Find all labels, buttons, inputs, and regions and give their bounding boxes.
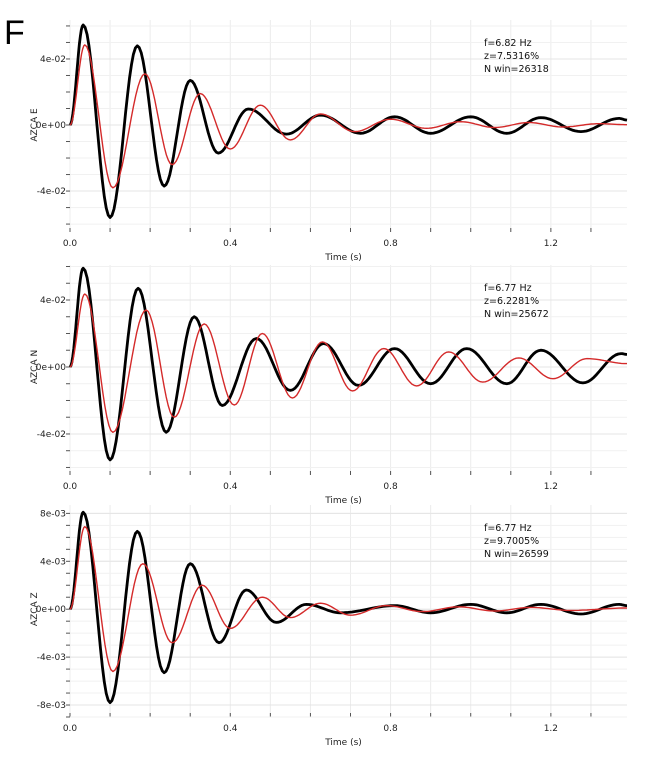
x-tick-label: 1.2 — [544, 239, 558, 249]
y-tick-label: 4e-03 — [40, 557, 66, 567]
series-line-observed — [68, 23, 628, 219]
chart-panels: 4e-02 0e+00 -4e-02 0.0 0.4 0.8 1.2 Time (s) AZCA… — [30, 20, 628, 748]
x-tick-label: 0.0 — [63, 239, 78, 249]
y-tick-label: 0e+00 — [36, 605, 67, 615]
x-tick-label: 0.4 — [223, 724, 238, 734]
y-tick-label: -4e-03 — [37, 653, 66, 663]
y-tick-label: -4e-02 — [37, 430, 66, 440]
series-line-observed — [68, 510, 628, 704]
series-line-model — [69, 525, 627, 673]
x-tick-label: 0.4 — [223, 239, 238, 249]
x-axis-label: Time (s) — [324, 253, 362, 263]
x-tick-label: 0.8 — [383, 482, 398, 492]
y-axis-label: AZCA E — [30, 108, 40, 142]
x-axis-label: Time (s) — [324, 496, 362, 506]
chart-panel-2: 4e-02 0e+00 -4e-02 0.0 0.4 0.8 1.2 Time (s) AZCA… — [30, 265, 628, 506]
fit-annotation-line: z=6.2281% — [484, 296, 539, 307]
y-tick-label: 8e-03 — [40, 509, 66, 519]
fit-annotation-line: N win=25672 — [484, 309, 549, 320]
chart-panel-1: 4e-02 0e+00 -4e-02 0.0 0.4 0.8 1.2 Time (s) AZCA… — [30, 20, 628, 263]
x-tick-label: 0.0 — [63, 724, 78, 734]
y-tick-label: 0e+00 — [36, 121, 67, 131]
x-tick-label: 0.8 — [383, 239, 398, 249]
fit-annotation-line: z=7.5316% — [484, 51, 539, 62]
y-axis-label: AZCA Z — [30, 592, 40, 626]
series-line-model — [69, 44, 627, 189]
fit-annotation-line: N win=26599 — [484, 549, 549, 560]
y-axis-label: AZCA N — [30, 350, 40, 384]
x-tick-label: 0.0 — [63, 482, 78, 492]
y-tick-label: -4e-02 — [37, 187, 66, 197]
x-axis-label: Time (s) — [324, 738, 362, 748]
figure-panel-label: F — [4, 14, 25, 52]
series-line-observed — [68, 266, 628, 462]
fit-annotation-line: z=9.7005% — [484, 536, 539, 547]
x-tick-label: 1.2 — [544, 724, 558, 734]
fit-annotation-line: f=6.82 Hz — [484, 38, 532, 49]
y-tick-label: -8e-03 — [37, 701, 66, 711]
chart-panel-3: 8e-03 4e-03 0e+00 -4e-03 -8e-03 0.0 0.4 0.8 1.2 T… — [30, 505, 628, 748]
fit-annotation-line: f=6.77 Hz — [484, 283, 532, 294]
y-tick-label: 4e-02 — [40, 296, 66, 306]
x-tick-label: 0.4 — [223, 482, 238, 492]
fit-annotation-line: N win=26318 — [484, 64, 549, 75]
x-tick-label: 1.2 — [544, 482, 558, 492]
series-line-model — [69, 293, 627, 433]
y-tick-label: 0e+00 — [36, 363, 67, 373]
fit-annotation-line: f=6.77 Hz — [484, 523, 532, 534]
y-tick-label: 4e-02 — [40, 55, 66, 65]
x-tick-label: 0.8 — [383, 724, 398, 734]
